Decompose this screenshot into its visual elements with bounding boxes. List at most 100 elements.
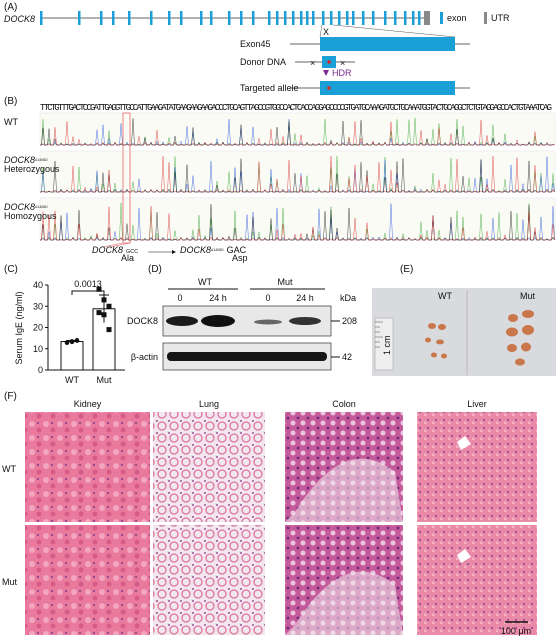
gene: DOCK8 [4, 202, 35, 212]
exon [346, 11, 349, 25]
exon [418, 11, 421, 25]
micrograph [153, 412, 265, 522]
hdr-arrow [323, 70, 329, 76]
group-label: Mut [277, 277, 293, 287]
x-tick-label: Mut [96, 375, 112, 385]
lane-label: 24 h [209, 293, 227, 303]
trace-box [39, 197, 556, 241]
lane-label: 0 [177, 293, 182, 303]
row-label: DOCK8A1406D [4, 155, 48, 165]
point [106, 327, 112, 333]
legend-exon [440, 12, 443, 24]
histology: Kidney Lung Colon Liver WT Mut 100 μm [2, 399, 537, 636]
group-label: Mut [520, 291, 536, 301]
point [74, 338, 80, 343]
gene-name: DOCK8 [4, 14, 35, 24]
cut-mark: X [323, 27, 329, 37]
lane-label: 24 h [296, 293, 314, 303]
arrow-head [172, 250, 176, 254]
zoom-line [319, 24, 323, 38]
mutation: DOCK8 GCC [92, 245, 138, 255]
row-label: Exon45 [240, 39, 271, 49]
bar [60, 341, 84, 371]
exon [352, 11, 355, 25]
trace [40, 206, 555, 241]
utr [424, 11, 430, 25]
protein-label: β-actin [131, 352, 158, 362]
point [106, 303, 112, 309]
column-label: Liver [467, 399, 487, 409]
x-tick-label: WT [65, 375, 79, 385]
exons [40, 11, 421, 25]
exon [312, 11, 315, 25]
exon [78, 11, 81, 25]
chromatograms [39, 112, 556, 241]
exon [150, 11, 153, 25]
micrograph [25, 412, 150, 522]
y-tick-label: 20 [33, 323, 43, 333]
band [166, 316, 198, 326]
scale-label: 100 μm [501, 626, 531, 636]
row-label: Targeted allele [240, 83, 299, 93]
exon45 [320, 37, 455, 51]
row-label: Mut [2, 577, 18, 587]
ruler-ticks [375, 321, 383, 348]
micrograph [25, 525, 150, 635]
y-tick-label: 30 [33, 301, 43, 311]
legend-label: UTR [491, 13, 510, 23]
exon [112, 11, 115, 25]
superscript: A1406D [35, 205, 48, 209]
exon [252, 11, 255, 25]
superscript: A1406D [211, 248, 224, 252]
targeted-allele [320, 81, 455, 95]
highlight [122, 112, 131, 244]
column-label: Lung [199, 399, 219, 409]
exon [128, 11, 131, 25]
exon [100, 11, 103, 25]
unit: kDa [340, 293, 356, 303]
column-label: Colon [332, 399, 356, 409]
row-label: DOCK8A1406D [4, 202, 48, 212]
y-tick-label: 0 [38, 365, 43, 375]
ruler [374, 317, 394, 371]
trace-box [39, 112, 556, 146]
row-label: WT [2, 464, 16, 474]
kda-label: 42 [342, 352, 352, 362]
y-tick-label: 40 [33, 280, 43, 290]
protein-label: DOCK8 [127, 316, 158, 326]
row-label: Donor DNA [240, 57, 286, 67]
group-label: WT [438, 291, 452, 301]
amino-acid: Ala [121, 253, 134, 263]
point [101, 312, 107, 318]
trace [40, 120, 555, 146]
exon [210, 11, 213, 25]
point [69, 339, 75, 345]
exon [228, 11, 231, 25]
row-label: Heterozygous [4, 164, 60, 174]
exon [268, 11, 271, 25]
trace [40, 156, 555, 193]
highlight-line [102, 242, 124, 248]
zoom-line [332, 24, 456, 38]
hdr-label: HDR [332, 68, 352, 78]
micrograph [417, 525, 537, 635]
exon [284, 11, 287, 25]
y-axis-label: Serum IgE (ng/ml) [14, 291, 24, 364]
row-label: Homozygous [4, 211, 57, 221]
scale-label: 1 cm [382, 335, 392, 355]
gene: DOCK8 [4, 155, 35, 165]
gene: DOCK8 [180, 245, 211, 255]
panel-label: (D) [148, 264, 162, 275]
exon [412, 11, 415, 25]
band [254, 319, 282, 325]
band [201, 315, 235, 327]
exon [330, 11, 333, 25]
y-tick-label: 10 [33, 344, 43, 354]
bar-chart: 0 10 20 30 40 Serum IgE (ng/ml) WT Mut 0.0013 [14, 279, 125, 385]
group-label: WT [198, 277, 212, 287]
exon [322, 11, 325, 25]
exon [372, 11, 375, 25]
panel-label: (F) [4, 391, 17, 402]
trace-box [39, 150, 556, 193]
